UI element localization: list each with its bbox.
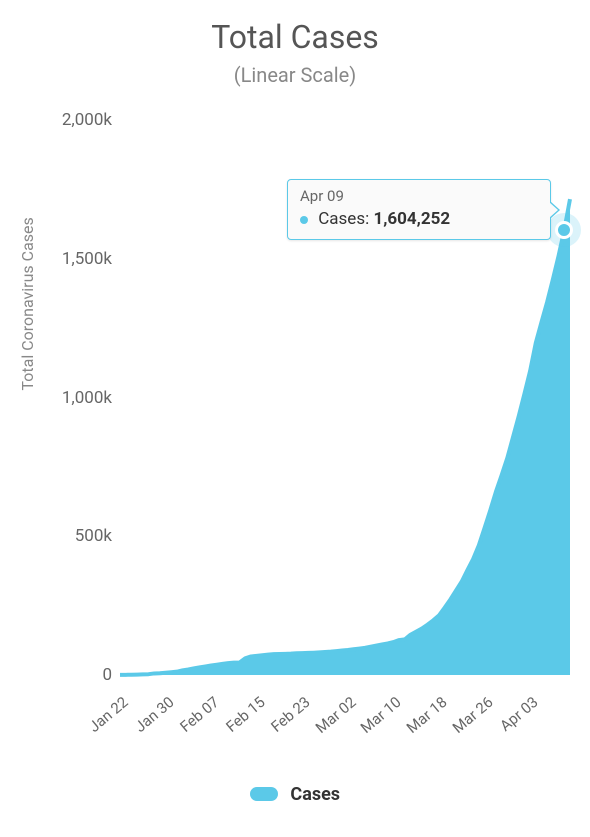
tooltip-series-label: Cases:	[318, 209, 369, 229]
chart-subtitle: (Linear Scale)	[0, 63, 590, 87]
y-tick-label: 500k	[75, 526, 112, 546]
tooltip-date: Apr 09	[300, 186, 538, 206]
x-tick-label: Mar 26	[449, 693, 497, 737]
x-tick-label: Feb 23	[268, 693, 314, 736]
x-tick-label: Feb 15	[222, 693, 268, 736]
tooltip-caret-fill-icon	[549, 202, 558, 218]
tooltip-row: Cases: 1,604,252	[300, 208, 538, 231]
y-tick-label: 2,000k	[62, 110, 112, 130]
tooltip-value: 1,604,252	[373, 209, 450, 229]
tooltip-dot-icon	[300, 216, 308, 224]
highlight-marker	[555, 221, 573, 239]
y-axis-title: Total Coronavirus Cases	[18, 217, 37, 390]
area-fill	[120, 199, 570, 675]
x-tick-label: Mar 10	[357, 693, 405, 737]
chart-tooltip: Apr 09 Cases: 1,604,252	[287, 179, 551, 240]
page: { "title": "Total Cases", "subtitle": "(…	[0, 0, 590, 837]
y-tick-label: 1,500k	[62, 249, 112, 269]
x-tick-label: Jan 30	[131, 693, 177, 736]
y-tick-label: 1,000k	[62, 388, 112, 408]
legend-swatch-icon	[250, 787, 278, 801]
x-tick-label: Jan 22	[85, 693, 131, 736]
x-tick-label: Feb 07	[177, 693, 223, 736]
legend-label: Cases	[290, 784, 340, 805]
x-tick-label: Mar 18	[403, 693, 451, 737]
y-tick-label: 0	[102, 665, 112, 685]
chart-title: Total Cases	[0, 18, 590, 56]
x-tick-label: Mar 02	[312, 693, 360, 737]
x-tick-label: Apr 03	[497, 693, 542, 735]
chart-legend[interactable]: Cases	[0, 783, 590, 805]
